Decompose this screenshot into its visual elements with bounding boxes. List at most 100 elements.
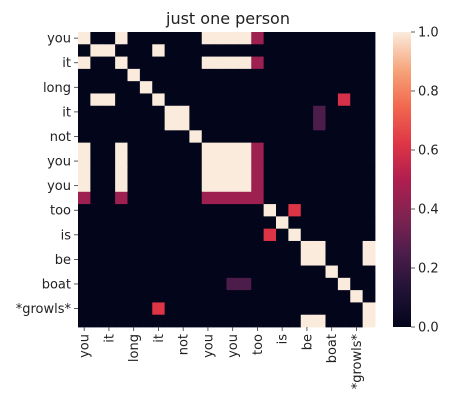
heatmap-cell <box>152 290 166 303</box>
heatmap-cell <box>251 191 265 205</box>
heatmap-cell <box>350 314 364 328</box>
heatmap-cell <box>288 314 302 328</box>
heatmap-cell <box>325 68 339 82</box>
heatmap-cell <box>362 314 376 328</box>
heatmap-cell <box>177 191 190 205</box>
heatmap-cell <box>189 105 203 119</box>
heatmap-cell <box>214 56 227 70</box>
heatmap-cell <box>276 277 289 291</box>
heatmap-cell <box>350 265 364 279</box>
heatmap-cell <box>300 130 314 144</box>
heatmap-cell <box>177 81 190 94</box>
heatmap-cell <box>90 105 104 119</box>
heatmap-cell <box>313 277 326 291</box>
heatmap-cell <box>276 118 289 131</box>
heatmap-cell <box>164 228 178 242</box>
heatmap-cell <box>78 130 91 144</box>
heatmap-cell <box>189 265 203 279</box>
heatmap-cell <box>362 68 376 82</box>
heatmap-cell <box>177 302 190 316</box>
heatmap-cell <box>238 81 252 94</box>
heatmap-cell <box>350 118 364 131</box>
heatmap-cell <box>300 32 314 45</box>
heatmap-cell <box>214 216 227 230</box>
heatmap-cell <box>226 290 240 303</box>
heatmap-cell <box>325 167 339 180</box>
heatmap-cell <box>337 105 351 119</box>
heatmap-cell <box>201 81 215 94</box>
heatmap-cell <box>337 277 351 291</box>
heatmap-cell <box>139 290 153 303</box>
heatmap-cell <box>226 81 240 94</box>
heatmap-cell <box>102 277 116 291</box>
heatmap-cell <box>189 56 203 70</box>
heatmap-cell <box>90 302 104 316</box>
heatmap-cell <box>263 130 277 144</box>
heatmap-cell <box>325 142 339 156</box>
heatmap-cell <box>337 142 351 156</box>
heatmap-cell <box>152 204 166 217</box>
heatmap-cell <box>152 179 166 193</box>
heatmap-cell <box>127 32 141 45</box>
heatmap-cell <box>189 130 203 144</box>
heatmap-cell <box>251 290 265 303</box>
heatmap-cell <box>201 154 215 168</box>
heatmap-cell <box>102 191 116 205</box>
heatmap-cell <box>226 191 240 205</box>
heatmap-cell <box>238 179 252 193</box>
heatmap-cell <box>251 204 265 217</box>
heatmap-cell <box>226 265 240 279</box>
heatmap-cell <box>115 179 128 193</box>
heatmap-cell <box>226 93 240 107</box>
heatmap-cell <box>177 118 190 131</box>
heatmap-cell <box>337 154 351 168</box>
heatmap-cell <box>276 167 289 180</box>
heatmap-cell <box>78 93 91 107</box>
heatmap-cell <box>263 228 277 242</box>
heatmap-cell <box>362 105 376 119</box>
heatmap-cell <box>350 130 364 144</box>
heatmap-cell <box>238 56 252 70</box>
heatmap-cell <box>214 81 227 94</box>
heatmap-cell <box>288 118 302 131</box>
heatmap-cell <box>139 56 153 70</box>
row-tick-label: you <box>47 179 71 194</box>
heatmap-cell <box>115 277 128 291</box>
heatmap-cell <box>226 118 240 131</box>
heatmap-cell <box>251 56 265 70</box>
heatmap-cell <box>263 154 277 168</box>
heatmap-cell <box>78 290 91 303</box>
heatmap-cell <box>78 154 91 168</box>
heatmap-cell <box>288 302 302 316</box>
heatmap-cell <box>164 290 178 303</box>
heatmap-cell <box>78 277 91 291</box>
heatmap-cell <box>189 93 203 107</box>
heatmap-cell <box>78 228 91 242</box>
heatmap-cell <box>251 154 265 168</box>
heatmap-cell <box>337 240 351 254</box>
heatmap-cell <box>300 228 314 242</box>
heatmap-cell <box>325 290 339 303</box>
heatmap-cell <box>127 154 141 168</box>
heatmap-cell <box>350 68 364 82</box>
heatmap-cell <box>325 81 339 94</box>
heatmap-cell <box>115 314 128 328</box>
heatmap-cell <box>177 93 190 107</box>
heatmap-cell <box>78 253 91 266</box>
heatmap-cell <box>362 240 376 254</box>
heatmap-cell <box>78 191 91 205</box>
heatmap-cell <box>238 154 252 168</box>
heatmap-cells <box>78 32 376 328</box>
heatmap-cell <box>78 56 91 70</box>
heatmap-cell <box>362 302 376 316</box>
heatmap-cell <box>189 81 203 94</box>
heatmap-cell <box>288 290 302 303</box>
heatmap-cell <box>288 56 302 70</box>
heatmap-cell <box>139 179 153 193</box>
heatmap-cell <box>288 81 302 94</box>
heatmap-cell <box>164 314 178 328</box>
heatmap-cell <box>251 44 265 57</box>
heatmap-cell <box>263 56 277 70</box>
heatmap-cell <box>214 93 227 107</box>
heatmap-cell <box>102 105 116 119</box>
